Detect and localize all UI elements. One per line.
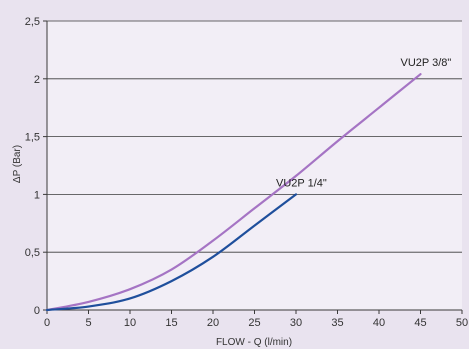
y-tick-label-0: 0 <box>34 305 40 317</box>
y-tick-label-2: 1 <box>34 189 40 201</box>
x-tick-label-5: 25 <box>248 317 260 329</box>
y-tick-label-5: 2,5 <box>25 16 40 28</box>
series-line-0 <box>45 73 422 312</box>
x-tick-label-9: 45 <box>414 317 426 329</box>
plot-area <box>47 21 462 310</box>
x-tick-label-10: 50 <box>456 317 468 329</box>
y-axis-title: ΔP (Bar) <box>12 145 23 183</box>
x-tick-label-0: 0 <box>44 317 50 329</box>
grid-layer <box>47 20 462 253</box>
x-tick-label-7: 35 <box>331 317 343 329</box>
series-line-1 <box>45 193 298 312</box>
x-tick-label-1: 5 <box>85 317 91 329</box>
series-label-1: VU2P 1/4" <box>276 177 327 189</box>
x-tick-label-4: 20 <box>207 317 219 329</box>
y-tick-label-1: 0,5 <box>25 247 40 259</box>
label-layer: VU2P 3/8" VU2P 1/4" <box>276 57 451 189</box>
series-layer <box>45 73 422 312</box>
x-tick-label-8: 40 <box>373 317 385 329</box>
x-tick-label-6: 30 <box>290 317 302 329</box>
y-tick-label-4: 2 <box>34 74 40 86</box>
x-axis-title: FLOW - Q (l/min) <box>216 337 292 348</box>
x-tick-label-3: 15 <box>165 317 177 329</box>
x-tick-label-2: 10 <box>124 317 136 329</box>
axis-layer: 0 0,5 1 1,5 2 2,5 0 5 10 15 20 25 30 35 40 45 50 <box>25 16 468 329</box>
series-label-0: VU2P 3/8" <box>401 57 452 69</box>
y-tick-label-3: 1,5 <box>25 132 40 144</box>
